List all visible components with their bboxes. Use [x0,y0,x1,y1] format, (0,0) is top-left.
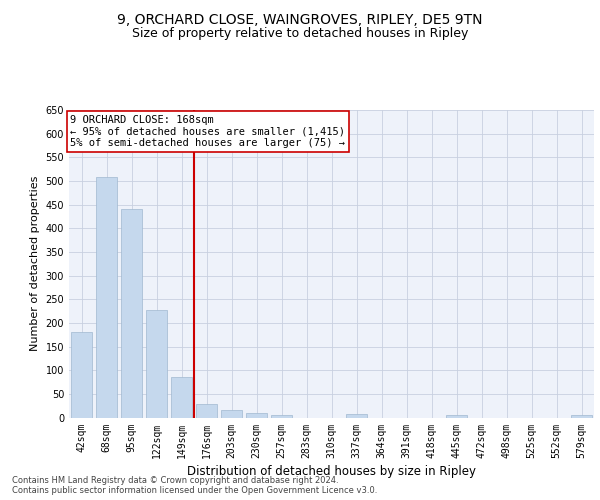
Bar [246,413,267,418]
Bar [271,414,292,418]
Bar [446,415,467,418]
Text: Size of property relative to detached houses in Ripley: Size of property relative to detached ho… [132,28,468,40]
Bar [146,310,167,418]
Text: 9, ORCHARD CLOSE, WAINGROVES, RIPLEY, DE5 9TN: 9, ORCHARD CLOSE, WAINGROVES, RIPLEY, DE… [117,12,483,26]
Text: 9 ORCHARD CLOSE: 168sqm
← 95% of detached houses are smaller (1,415)
5% of semi-: 9 ORCHARD CLOSE: 168sqm ← 95% of detache… [70,114,345,148]
Bar [96,176,117,418]
Text: Contains HM Land Registry data © Crown copyright and database right 2024.
Contai: Contains HM Land Registry data © Crown c… [12,476,377,495]
Bar [571,414,592,418]
Bar [171,378,192,418]
Y-axis label: Number of detached properties: Number of detached properties [30,176,40,352]
Bar [121,209,142,418]
Bar [346,414,367,418]
Bar [71,332,92,418]
X-axis label: Distribution of detached houses by size in Ripley: Distribution of detached houses by size … [187,464,476,477]
Bar [221,410,242,418]
Bar [196,404,217,417]
